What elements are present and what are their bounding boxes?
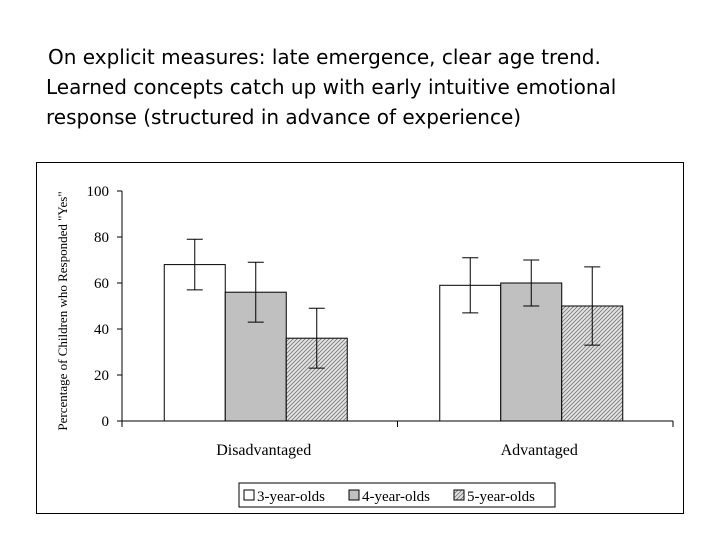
y-tick-label: 60 bbox=[94, 276, 109, 292]
chart-frame: Percentage of Children who Responded "Ye… bbox=[36, 162, 684, 514]
bar-3-year-olds-disadvantaged bbox=[163, 264, 226, 422]
x-category-label: Disadvantaged bbox=[216, 442, 311, 459]
legend-swatch-5-year-olds bbox=[453, 489, 465, 501]
headline-line-1: On explicit measures: late emergence, cl… bbox=[48, 45, 601, 69]
legend-label-3-year-olds: 3-year-olds bbox=[257, 489, 325, 505]
slide-headline: On explicit measures: late emergence, cl… bbox=[46, 42, 706, 132]
headline-line-3: response (structured in advance of exper… bbox=[46, 105, 522, 129]
legend-box bbox=[238, 482, 556, 508]
legend-swatch-4-year-olds bbox=[348, 489, 360, 501]
legend-label-4-year-olds: 4-year-olds bbox=[362, 489, 430, 505]
y-axis-label: Percentage of Children who Responded "Ye… bbox=[55, 191, 70, 430]
x-category-label: Advantaged bbox=[501, 442, 578, 459]
y-tick-label: 20 bbox=[94, 368, 109, 384]
legend-label-5-year-olds: 5-year-olds bbox=[467, 489, 535, 505]
y-tick-label: 80 bbox=[94, 230, 109, 246]
legend-swatch-3-year-olds bbox=[243, 489, 255, 501]
y-tick-label: 0 bbox=[102, 414, 110, 430]
bar-chart: Percentage of Children who Responded "Ye… bbox=[55, 184, 674, 508]
y-tick-label: 100 bbox=[87, 184, 110, 200]
headline-line-2: Learned concepts catch up with early int… bbox=[46, 75, 617, 99]
y-tick-label: 40 bbox=[94, 322, 109, 338]
